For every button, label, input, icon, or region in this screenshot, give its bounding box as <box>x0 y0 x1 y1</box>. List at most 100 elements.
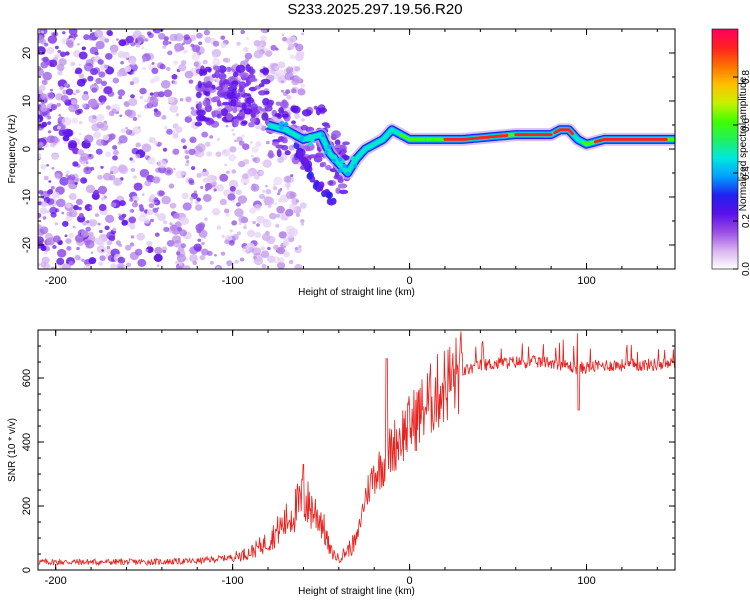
noise-blob <box>163 89 173 98</box>
y-tick-label: -20 <box>21 237 33 253</box>
noise-blob <box>172 148 180 155</box>
noise-blob <box>290 174 294 178</box>
noise-blob <box>65 238 72 244</box>
noise-blob <box>250 154 254 158</box>
ridge-core <box>443 133 509 141</box>
energy-blob <box>337 183 348 189</box>
branch-blob <box>317 184 324 192</box>
noise-blob <box>119 114 123 118</box>
noise-blob <box>264 230 270 236</box>
noise-blob <box>97 174 103 180</box>
noise-blob <box>120 128 127 134</box>
noise-blob <box>212 54 218 60</box>
y-axis-label: SNR (10 * v/v) <box>7 418 18 482</box>
noise-blob <box>67 179 74 185</box>
noise-blob <box>154 246 163 255</box>
ridge-spot <box>305 137 311 142</box>
energy-blob <box>340 149 347 154</box>
noise-blob <box>68 261 74 266</box>
noise-blob <box>173 239 182 248</box>
noise-blob <box>38 111 41 116</box>
noise-blob <box>87 75 94 82</box>
energy-blob <box>195 91 202 99</box>
noise-blob <box>294 66 301 72</box>
noise-blob <box>83 62 94 72</box>
energy-blob <box>230 98 237 107</box>
spectrogram-heatmap <box>38 29 675 269</box>
noise-blob <box>196 172 202 178</box>
noise-blob <box>278 231 287 239</box>
noise-blob <box>129 81 134 86</box>
branch-blob <box>306 172 313 180</box>
ridge-spot <box>278 121 284 127</box>
noise-blob <box>46 164 50 167</box>
noise-blob <box>105 151 112 157</box>
noise-blob <box>151 62 155 65</box>
noise-blob <box>50 88 53 92</box>
colorbar-tick-label: 0.4 <box>741 166 750 180</box>
noise-blob <box>105 105 111 110</box>
energy-blob <box>220 108 228 117</box>
noise-blob <box>215 151 222 157</box>
noise-blob <box>85 184 96 194</box>
noise-blob <box>184 149 190 155</box>
noise-blob <box>118 165 129 175</box>
ridge-spot <box>342 164 347 169</box>
noise-blob <box>294 53 304 62</box>
energy-blob <box>248 122 255 128</box>
noise-blob <box>250 183 260 192</box>
x-tick-label: -200 <box>45 575 67 587</box>
noise-blob <box>237 195 248 204</box>
ridge-spot <box>327 144 332 149</box>
noise-blob <box>162 39 169 46</box>
noise-blob <box>163 125 168 130</box>
noise-blob <box>244 52 253 60</box>
noise-blob <box>162 220 168 225</box>
colorbar-tick-label: 0.8 <box>741 70 750 84</box>
x-axis-label: Height of straight line (km) <box>298 586 415 597</box>
noise-blob <box>163 36 169 41</box>
noise-blob <box>107 30 114 37</box>
noise-blob <box>56 257 65 265</box>
noise-blob <box>203 76 211 83</box>
noise-blob <box>189 201 193 205</box>
ridge-spot <box>337 157 343 162</box>
noise-blob <box>139 95 144 100</box>
noise-blob <box>269 212 277 220</box>
energy-blob <box>213 65 221 71</box>
noise-blob <box>178 63 187 72</box>
noise-blob <box>99 255 106 261</box>
noise-blob <box>110 263 118 269</box>
noise-blob <box>93 67 101 74</box>
noise-blob <box>184 116 192 123</box>
noise-blob <box>201 131 209 138</box>
noise-blob <box>192 260 198 266</box>
noise-blob <box>189 180 195 186</box>
noise-blob <box>212 40 220 47</box>
noise-blob <box>254 254 264 264</box>
colorbar-tick-label: 0.6 <box>741 118 750 132</box>
noise-blob <box>174 33 184 42</box>
noise-blob <box>206 151 213 157</box>
noise-blob <box>138 215 146 222</box>
noise-blob <box>256 223 260 227</box>
noise-blob <box>241 134 245 138</box>
energy-blob <box>204 66 212 72</box>
noise-blob <box>260 35 267 42</box>
noise-blob <box>281 33 285 37</box>
noise-blob <box>118 213 122 216</box>
noise-blob <box>51 166 55 170</box>
noise-blob <box>195 204 203 211</box>
energy-blob <box>324 124 331 129</box>
noise-blob <box>252 157 257 162</box>
noise-blob <box>71 117 79 124</box>
noise-blob <box>75 89 80 94</box>
noise-blob <box>38 65 42 72</box>
noise-blob <box>188 148 196 156</box>
energy-blob <box>342 141 350 146</box>
noise-blob <box>277 192 281 196</box>
noise-blob <box>273 202 277 206</box>
noise-blob <box>135 142 141 148</box>
noise-blob <box>47 115 51 120</box>
energy-blob <box>284 150 291 156</box>
